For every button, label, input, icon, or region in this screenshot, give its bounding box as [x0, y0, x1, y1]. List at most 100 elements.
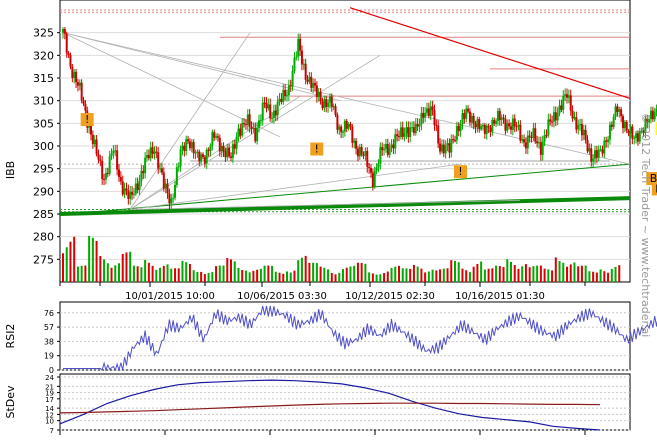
annotation-box: [80, 113, 94, 127]
candle-body: [508, 123, 511, 127]
candle-body: [248, 114, 251, 127]
candle-body: [470, 115, 473, 123]
y-tick-label: 19: [44, 352, 54, 361]
candle-body: [224, 151, 227, 158]
candle-body: [627, 130, 630, 134]
candle-body: [159, 168, 162, 170]
candle-body: [278, 98, 281, 102]
price-y-label: IBB: [4, 161, 17, 179]
candle-body: [71, 66, 74, 78]
candle-body: [650, 110, 652, 119]
candle-body: [556, 113, 559, 121]
candle-body: [151, 147, 154, 154]
candle-body: [99, 159, 102, 161]
candle-body: [560, 105, 563, 110]
candle-body: [202, 154, 204, 157]
y-tick-label: 19: [45, 390, 54, 398]
candle-body: [386, 144, 389, 155]
candle-body: [194, 152, 197, 154]
candle-body: [435, 124, 438, 126]
candle-body: [424, 112, 427, 118]
candle-body: [547, 119, 550, 136]
volume-bar: [498, 266, 501, 282]
candle-body: [328, 96, 331, 103]
volume-bar: [517, 268, 520, 282]
volume-bar: [65, 247, 68, 282]
candle-body: [496, 110, 499, 122]
candle-body: [394, 134, 397, 149]
y-tick-label: 285: [33, 208, 54, 221]
candle-body: [209, 145, 212, 151]
candle-body: [131, 191, 134, 195]
candle-body: [383, 148, 386, 151]
annotation-label: !: [458, 165, 462, 178]
volume-bar: [592, 271, 595, 282]
candle-body: [235, 136, 238, 149]
annotation-box: [651, 182, 657, 196]
watermark: © 2012 Tech Trader ~ www.techtrader.ai: [639, 113, 652, 338]
candle-body: [84, 103, 87, 111]
candle-body: [127, 190, 130, 199]
candle-body: [218, 137, 221, 152]
candle-body: [636, 133, 639, 142]
candle-body: [577, 125, 580, 130]
volume-bar: [558, 261, 561, 282]
volume-bar: [524, 264, 527, 282]
x-tick-label: 10/01/2015 10:00: [125, 291, 215, 302]
candle-body: [256, 127, 259, 142]
annotation-label: BOT!: [655, 182, 657, 195]
candle-body: [416, 124, 419, 127]
volume-bar: [118, 263, 120, 282]
candle-body: [603, 140, 606, 154]
candle-body: [437, 125, 440, 144]
candle-body: [231, 144, 234, 158]
candle-body: [371, 172, 374, 187]
candle-body: [226, 147, 229, 158]
volume-bar: [308, 262, 311, 282]
candle-body: [73, 71, 76, 78]
candle-body: [605, 140, 608, 143]
volume-bar: [99, 255, 102, 282]
candle-body: [405, 127, 408, 134]
candle-body: [409, 127, 412, 137]
candle-body: [200, 154, 203, 162]
candle-body: [317, 92, 320, 98]
candle-body: [334, 106, 337, 116]
candle-body: [457, 126, 460, 132]
candle-body: [567, 95, 570, 98]
candle-body: [88, 125, 91, 128]
volume-bar: [230, 259, 232, 282]
rsi-grid: [60, 312, 630, 371]
volume-bar: [599, 269, 602, 282]
candle-body: [515, 126, 518, 128]
volume-bar: [398, 265, 400, 282]
volume-bar: [547, 269, 550, 282]
volume-bar: [424, 272, 427, 282]
candle-body: [312, 82, 315, 88]
volume-bar: [409, 268, 412, 282]
candle-body: [485, 125, 488, 134]
candle-body: [261, 102, 264, 120]
candle-body: [480, 126, 483, 129]
candle-body: [308, 76, 311, 82]
candle-body: [390, 144, 393, 148]
volume-bar: [420, 268, 423, 282]
candle-body: [213, 132, 216, 138]
candle-body: [172, 197, 175, 199]
volume-bar: [390, 267, 393, 282]
stdev-grid: [60, 376, 630, 431]
candle-body: [431, 106, 434, 111]
volume-bar: [252, 270, 255, 282]
candle-body: [519, 124, 522, 141]
time-axis: 10/01/2015 10:00 10/06/2015 03:30 10/12/20…: [59, 282, 586, 302]
rsi-y-label: RSI2: [4, 324, 17, 349]
candle-body: [103, 179, 106, 181]
stdev-series-0: [59, 379, 601, 431]
x-tick-label: 10/16/2015 01:30: [455, 291, 545, 302]
volume-bar: [203, 274, 206, 282]
candle-body: [104, 173, 107, 180]
candle-body: [468, 111, 471, 123]
candle-body: [274, 110, 277, 116]
candle-body: [355, 140, 358, 149]
candle-body: [142, 170, 145, 174]
